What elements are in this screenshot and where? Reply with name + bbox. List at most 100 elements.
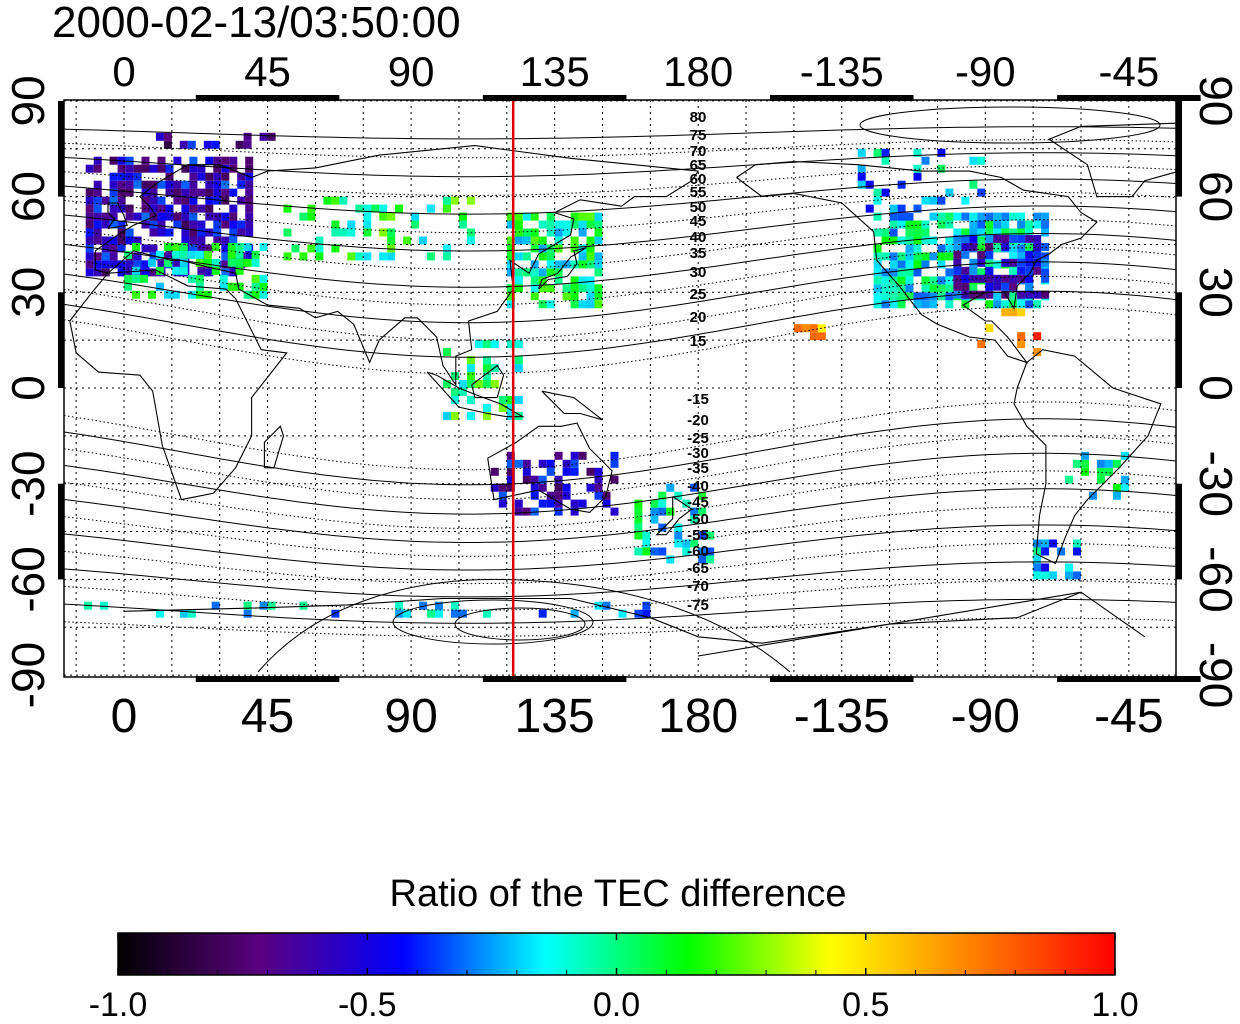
tec-cell — [514, 411, 523, 420]
tec-cell — [163, 140, 172, 149]
tec-cell — [873, 276, 882, 285]
tec-cell — [921, 292, 930, 301]
tec-cell — [435, 601, 443, 610]
tec-cell — [117, 180, 126, 189]
tec-cell — [125, 260, 134, 269]
tec-cell — [1001, 228, 1010, 237]
lat-label-left: 90 — [2, 75, 54, 126]
tec-cell — [554, 228, 563, 237]
tec-cell — [929, 284, 938, 293]
tec-cell — [945, 188, 954, 197]
tec-cell — [1112, 491, 1121, 500]
tec-cell — [157, 204, 166, 213]
tec-cell — [977, 250, 986, 259]
tec-cell — [189, 236, 198, 245]
tec-cell — [897, 180, 906, 189]
tec-cell — [93, 252, 102, 261]
tec-cell — [1017, 340, 1026, 349]
tec-cell — [213, 188, 222, 197]
tec-cell — [1120, 475, 1129, 484]
tec-cell — [1009, 234, 1018, 243]
tec-cell — [1025, 282, 1034, 291]
tec-cell — [530, 260, 539, 269]
tec-cell — [873, 268, 882, 277]
tec-cell — [243, 258, 252, 267]
tec-cell — [100, 601, 109, 610]
tec-cell — [929, 300, 938, 309]
tec-cell — [235, 242, 244, 251]
tec-cell — [466, 364, 475, 373]
lon-label-top: -90 — [955, 48, 1016, 95]
tec-cell — [658, 499, 667, 508]
tec-cell — [474, 380, 483, 388]
tec-cell — [229, 220, 238, 229]
tec-cell — [259, 601, 268, 610]
tec-cell — [1025, 234, 1034, 243]
tec-cell — [85, 228, 94, 237]
tec-cell — [205, 196, 214, 205]
lon-label-top: 180 — [663, 48, 733, 95]
tec-cell — [594, 284, 603, 293]
tec-cell — [546, 260, 555, 269]
tec-cell — [897, 220, 906, 229]
tec-cell — [165, 212, 174, 221]
tec-cell — [101, 220, 110, 229]
tec-cell — [490, 340, 499, 349]
tec-cell — [562, 459, 571, 468]
tec-cell — [554, 491, 563, 500]
tec-cell — [969, 234, 978, 243]
tec-cell — [1025, 244, 1034, 253]
tec-cell — [586, 212, 595, 221]
tec-cell — [586, 467, 595, 476]
tec-cell — [133, 164, 142, 173]
tec-cell — [331, 609, 340, 618]
tec-cell — [530, 276, 539, 285]
tec-cell — [530, 236, 539, 245]
tec-cell — [165, 180, 174, 189]
tec-cell — [171, 290, 180, 299]
tec-cell — [197, 268, 206, 277]
tec-cell — [221, 244, 230, 253]
tec-cell — [905, 260, 914, 269]
tec-cell — [961, 228, 970, 237]
tec-cell — [1017, 290, 1026, 299]
tec-cell — [387, 244, 396, 253]
tec-cell — [889, 268, 898, 277]
tec-cell — [953, 274, 962, 283]
tec-cell — [173, 156, 182, 165]
tec-cell — [570, 499, 579, 508]
colorbar-tickmarks — [117, 933, 1116, 975]
tec-cell — [165, 188, 174, 197]
tec-cell — [149, 164, 158, 173]
tec-cell — [921, 236, 930, 245]
tec-cell — [451, 609, 459, 618]
tec-cell — [155, 266, 164, 275]
tec-cell — [197, 244, 206, 253]
tec-cell — [562, 491, 571, 500]
tec-cell — [490, 483, 499, 492]
tec-cell — [514, 459, 523, 468]
tec-cell — [921, 300, 930, 309]
tec-cell — [945, 212, 954, 221]
tec-cell — [937, 276, 946, 285]
tec-cell — [985, 260, 994, 269]
tec-cell — [969, 258, 978, 267]
tec-cell — [109, 252, 118, 261]
tec-cell — [1017, 252, 1026, 261]
lon-label-top: 45 — [244, 48, 291, 95]
tec-cell — [921, 220, 930, 229]
tec-cell — [953, 212, 962, 221]
tec-cell — [514, 284, 523, 293]
tec-cell — [187, 290, 196, 299]
tec-cell — [594, 252, 603, 261]
tec-cell — [403, 236, 412, 245]
tec-cell — [163, 258, 172, 267]
tec-cell — [586, 236, 595, 245]
tec-cell — [985, 242, 994, 251]
tec-cell — [1081, 459, 1089, 468]
tec-cell — [538, 268, 547, 277]
tec-cell — [458, 609, 467, 618]
tec-cell — [993, 212, 1002, 221]
tec-cell — [602, 491, 611, 500]
